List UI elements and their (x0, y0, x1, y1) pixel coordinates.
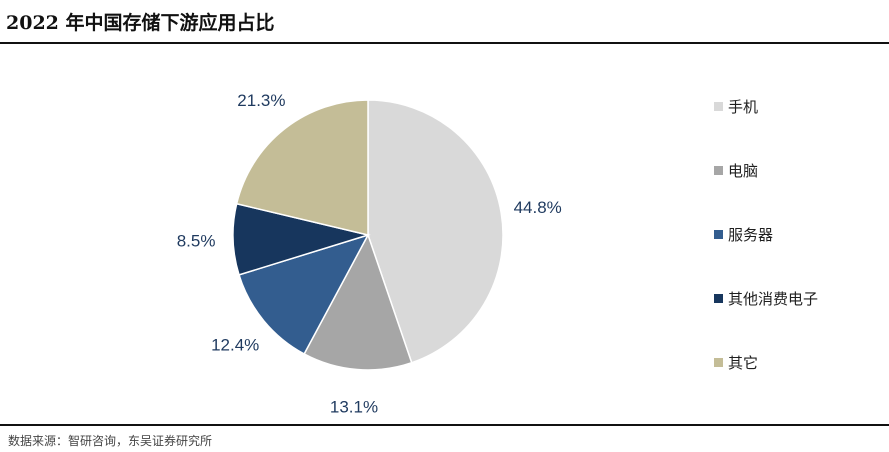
slice-label-server: 12.4% (211, 335, 259, 354)
pie-slice-phone (367, 99, 504, 364)
title-divider (0, 42, 889, 44)
legend-label-others: 其它 (728, 354, 758, 372)
slice-label-phone: 44.8% (514, 198, 562, 217)
legend-swatch-other-consumer (714, 294, 723, 303)
pie-slices (232, 99, 504, 371)
pie-slice-pc (303, 233, 413, 371)
footer-divider (0, 424, 889, 426)
slice-label-other-consumer: 8.5% (177, 232, 216, 251)
legend-swatch-server (714, 230, 723, 239)
legend-label-other-consumer: 其他消费电子 (728, 290, 818, 308)
source-note: 数据来源：智研咨询，东吴证券研究所 (8, 434, 213, 448)
legend-label-server: 服务器 (728, 226, 773, 244)
pie-slice-server (238, 233, 370, 355)
slice-label-pc: 13.1% (330, 397, 378, 416)
legend-swatch-phone (714, 102, 723, 111)
pie-slice-others (235, 99, 369, 236)
legend-label-phone: 手机 (728, 98, 758, 116)
legend-swatch-pc (714, 166, 723, 175)
legend-swatch-others (714, 358, 723, 367)
chart-title: 2022 年中国存储下游应用占比 (6, 12, 275, 34)
slice-label-others: 21.3% (237, 91, 285, 110)
slice-labels: 44.8% 13.1% 12.4% 8.5% 21.3% (177, 91, 562, 416)
legend-label-pc: 电脑 (728, 162, 758, 180)
